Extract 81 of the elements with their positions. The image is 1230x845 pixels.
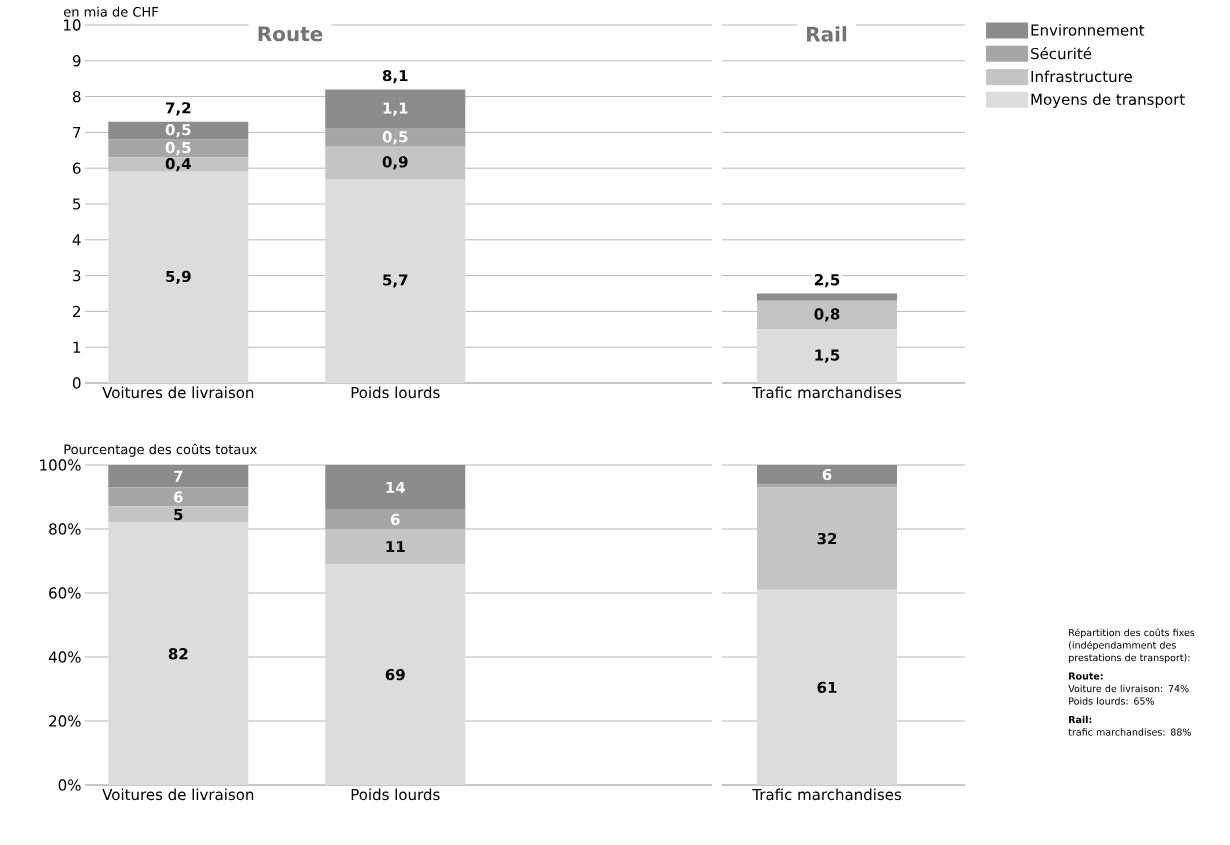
- y-tick-label: 0: [72, 377, 81, 389]
- y-tick-label: 0%: [58, 779, 81, 791]
- data-label: 32: [817, 532, 837, 545]
- data-label: 5,9: [166, 270, 191, 284]
- x-tick-label: Trafic marchandises: [752, 788, 902, 801]
- y-tick-label: 10: [64, 19, 81, 31]
- bar: [108, 522, 249, 785]
- total-label: 7,2: [166, 102, 191, 116]
- x-tick-label: Voitures de livraison: [102, 386, 254, 399]
- x-tick-label: Poids lourds: [351, 386, 440, 399]
- data-label: 6: [390, 513, 400, 526]
- data-label: 0,5: [165, 123, 191, 138]
- bar: [108, 506, 249, 523]
- y-tick-label: 2: [73, 305, 80, 317]
- data-label: 0,5: [165, 141, 191, 156]
- y-tick-label: 20%: [49, 715, 81, 727]
- bar: [108, 139, 249, 158]
- data-label: 69: [385, 668, 405, 681]
- y-tick-label: 100%: [40, 459, 81, 471]
- data-label: 6: [174, 491, 183, 503]
- bar: [108, 157, 249, 172]
- data-label: 0,5: [382, 131, 408, 145]
- y-tick-label: 6: [72, 162, 81, 174]
- legend-label: Infrastructure: [1031, 70, 1132, 83]
- bar: [757, 589, 898, 785]
- y-tick-label: 9: [72, 55, 81, 67]
- x-tick-label: Poids lourds: [351, 788, 440, 801]
- y-axis-title: Pourcentage des coûts totaux: [64, 443, 257, 457]
- bar: [325, 128, 466, 147]
- bar: [108, 121, 249, 140]
- bar: [108, 487, 249, 507]
- bar: [108, 171, 249, 383]
- y-tick-label: 80%: [49, 523, 81, 535]
- text: Rail:: [1069, 715, 1092, 724]
- legend-label: Moyens de transport: [1031, 93, 1185, 108]
- data-label: 1,5: [815, 349, 840, 363]
- x-tick-label: Voitures de livraison: [102, 788, 254, 801]
- data-label: 7: [174, 470, 183, 482]
- chart-title: Rail: [807, 26, 847, 42]
- text: Voiture de livraison: 74%: [1068, 684, 1189, 693]
- bar: [325, 89, 466, 129]
- x-tick-label: Trafic marchandises: [752, 386, 902, 399]
- y-tick-label: 4: [72, 234, 81, 246]
- data-label: 5: [174, 509, 183, 521]
- bar: [757, 465, 898, 485]
- bar: [325, 178, 466, 383]
- total-label: 2,5: [814, 274, 840, 288]
- bar: [108, 465, 249, 488]
- bar: [757, 487, 898, 590]
- total-label: 8,1: [382, 69, 408, 84]
- text: trafic marchandises: 88%: [1068, 728, 1191, 736]
- data-label: 0,4: [165, 157, 191, 172]
- data-label: 5,7: [383, 274, 408, 288]
- data-label: 0,9: [382, 156, 408, 170]
- y-tick-label: 8: [72, 90, 81, 103]
- bar: [325, 564, 466, 785]
- data-label: 61: [817, 681, 837, 694]
- data-label: 14: [386, 481, 405, 493]
- data-label: 6: [822, 468, 832, 481]
- bar: [325, 529, 466, 565]
- legend-label: Environnement: [1031, 24, 1145, 36]
- data-label: 11: [386, 541, 405, 553]
- text: Poids lourds: 65%: [1069, 697, 1154, 705]
- bar: [757, 484, 898, 488]
- text: Route:: [1069, 672, 1103, 680]
- y-tick-label: 7: [73, 126, 81, 138]
- bar: [325, 509, 466, 529]
- data-label: 82: [168, 648, 188, 660]
- legend-label: Sécurité: [1031, 47, 1092, 60]
- y-axis-title: en mia de CHF: [63, 6, 158, 17]
- text: Répartition des coûts fixes (indépendamment des prestations de transport):: [1069, 628, 1195, 663]
- chart-title: Route: [258, 26, 323, 42]
- y-tick-label: 5: [73, 198, 81, 210]
- data-label: 1,1: [383, 102, 408, 116]
- bar: [325, 465, 466, 510]
- y-tick-label: 3: [73, 269, 81, 282]
- bar: [325, 146, 466, 179]
- y-tick-label: 1: [73, 341, 81, 353]
- data-label: 0,8: [814, 308, 840, 322]
- y-tick-label: 40%: [48, 651, 81, 663]
- y-tick-label: 60%: [49, 587, 81, 599]
